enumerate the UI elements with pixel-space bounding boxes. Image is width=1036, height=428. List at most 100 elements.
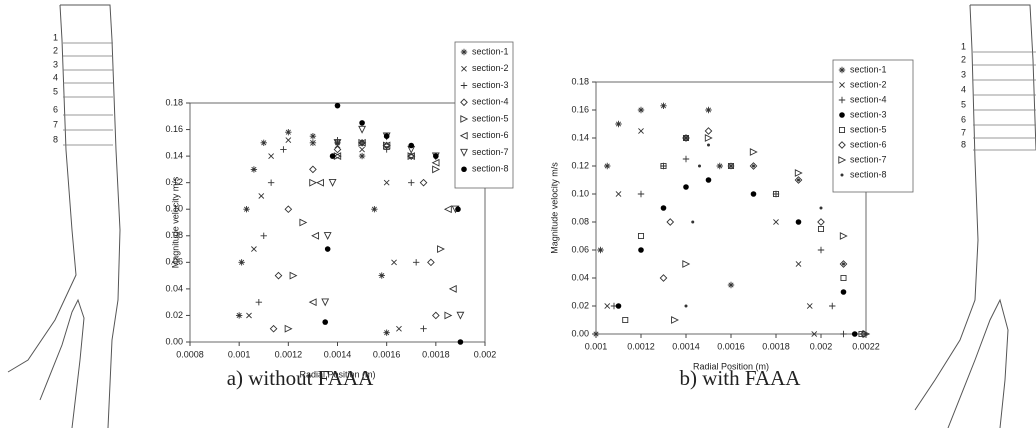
marker: [750, 191, 757, 197]
y-tick-label: 0.04: [571, 272, 589, 282]
marker: [772, 190, 780, 198]
section-label: 2: [53, 45, 58, 55]
section-label: 1: [53, 32, 58, 42]
legend-marker: [839, 82, 845, 88]
marker: [408, 142, 415, 149]
marker: [682, 260, 691, 268]
legend-label: section-6: [472, 130, 509, 140]
x-tick-label: 0.002: [810, 341, 833, 351]
marker: [597, 246, 604, 254]
y-tick-label: 0.16: [165, 124, 183, 134]
marker: [371, 206, 378, 213]
x-tick-label: 0.001: [228, 349, 251, 359]
x-tick-label: 0.0016: [717, 341, 745, 351]
plot-frame: [595, 81, 867, 335]
marker: [324, 246, 331, 252]
y-tick-label: 0.00: [165, 336, 183, 346]
y-axis-label: Magnitude velocity m/s: [170, 176, 180, 268]
marker: [864, 332, 868, 336]
section-label: 8: [53, 134, 58, 144]
marker: [250, 166, 258, 173]
legend-marker: [838, 66, 846, 74]
marker: [238, 259, 245, 266]
x-tick-label: 0.002: [474, 349, 497, 359]
marker: [383, 329, 390, 336]
marker: [407, 152, 416, 160]
marker: [637, 232, 645, 240]
legend-marker: [460, 148, 468, 157]
marker: [308, 298, 317, 307]
marker: [811, 331, 818, 337]
marker: [604, 162, 611, 170]
marker: [267, 179, 275, 186]
marker: [251, 246, 257, 252]
y-tick-label: 0.00: [571, 328, 589, 338]
y-tick-label: 0.04: [165, 283, 183, 293]
y-tick-label: 0.02: [571, 300, 589, 310]
x-tick-label: 0.0022: [852, 341, 880, 351]
legend-marker: [460, 48, 468, 56]
marker: [333, 152, 342, 161]
marker: [456, 311, 465, 320]
y-tick-label: 0.08: [165, 230, 183, 240]
marker: [684, 304, 688, 308]
marker: [260, 232, 267, 239]
marker: [358, 138, 366, 147]
marker: [408, 179, 415, 186]
marker: [727, 162, 735, 170]
section-label: 5: [961, 99, 966, 109]
legend-marker: [459, 131, 468, 140]
legend-label: section-8: [472, 164, 509, 174]
legend-label: section-5: [472, 113, 509, 123]
y-tick-label: 0.14: [165, 150, 183, 160]
marker: [862, 330, 871, 338]
legend-marker: [460, 82, 468, 89]
marker: [615, 303, 622, 309]
section-label: 7: [961, 127, 966, 137]
marker: [698, 164, 701, 168]
marker: [817, 246, 825, 254]
marker: [285, 129, 292, 136]
marker: [334, 136, 341, 144]
marker: [817, 225, 825, 233]
legend-marker: [840, 173, 844, 177]
legend-label: section-1: [850, 64, 887, 74]
marker: [334, 102, 341, 109]
marker: [322, 319, 329, 325]
marker: [637, 106, 645, 114]
marker: [797, 178, 800, 182]
marker: [705, 106, 712, 114]
y-tick-label: 0.06: [165, 257, 183, 267]
marker: [683, 184, 689, 190]
section-label: 3: [961, 69, 966, 79]
marker: [420, 325, 427, 332]
section-label: 7: [53, 119, 58, 129]
marker: [671, 316, 679, 324]
marker: [794, 169, 803, 177]
marker: [659, 274, 668, 282]
marker: [258, 193, 265, 199]
section-label: 8: [961, 139, 966, 149]
legend-marker: [460, 115, 469, 123]
marker: [455, 206, 461, 213]
marker: [358, 139, 366, 147]
marker: [328, 179, 337, 187]
legend-label: section-3: [850, 109, 887, 119]
marker: [427, 258, 435, 267]
vessel-outline: [914, 4, 1036, 428]
marker: [840, 330, 847, 338]
vessel-left: [7, 4, 121, 428]
x-tick-label: 0.0014: [324, 349, 352, 359]
marker: [704, 127, 713, 135]
marker: [806, 303, 813, 309]
marker: [727, 281, 735, 289]
y-tick-label: 0.08: [571, 216, 589, 226]
legend-marker: [839, 112, 845, 118]
section-label: 4: [53, 72, 58, 82]
legend-marker: [838, 156, 847, 164]
legend-label: section-2: [850, 79, 887, 89]
section-label: 4: [961, 84, 966, 94]
x-tick-label: 0.0014: [672, 341, 700, 351]
x-tick-label: 0.001: [585, 341, 608, 351]
